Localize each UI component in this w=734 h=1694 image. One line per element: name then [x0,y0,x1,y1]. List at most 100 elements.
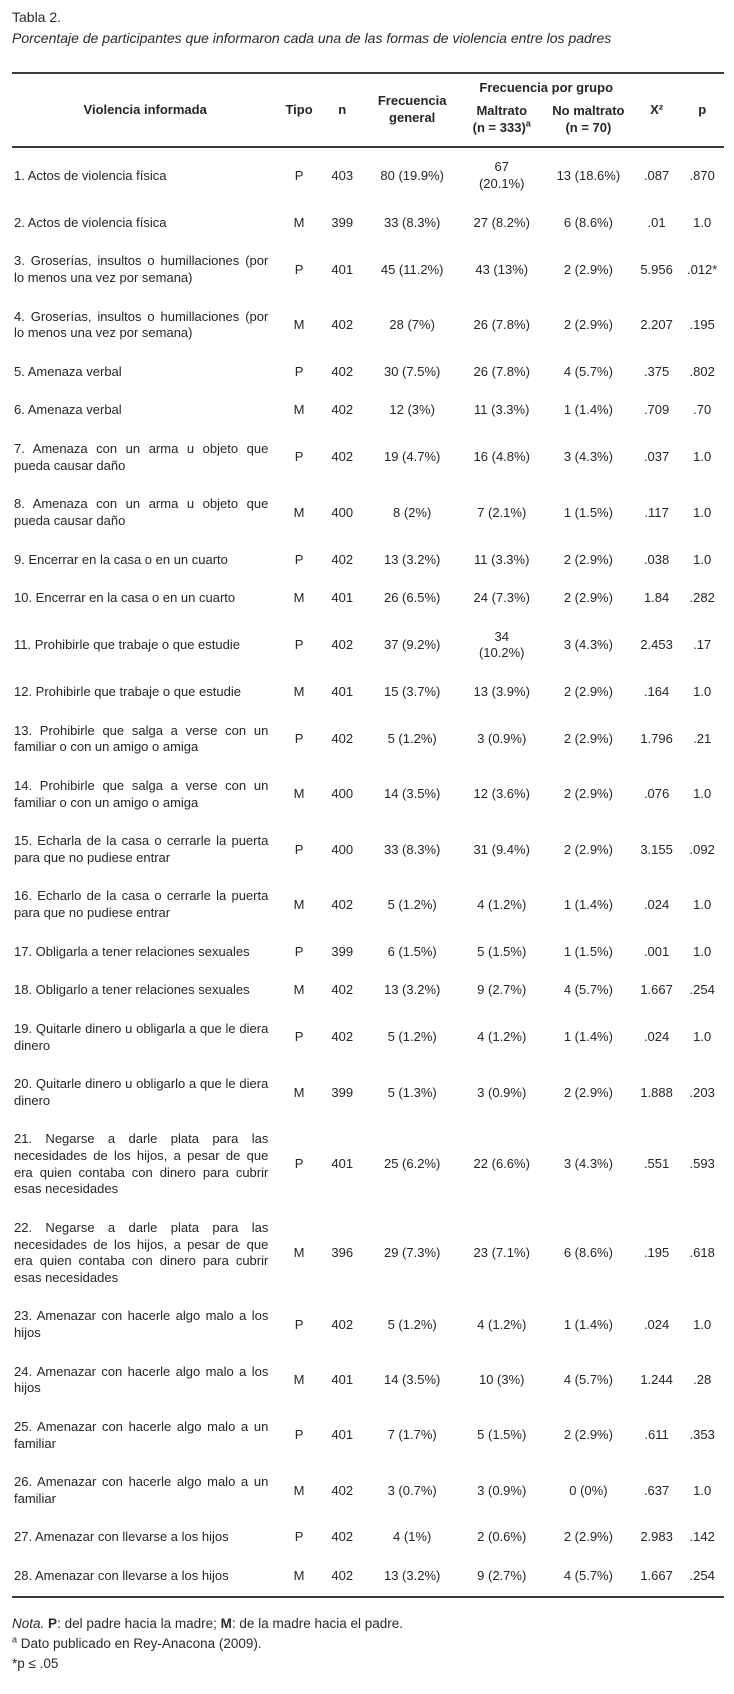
n-value: 402 [331,316,354,332]
table-row: 14. Prohibirle que salga a verse con un … [12,767,724,822]
p-value: .618 [689,1244,715,1260]
note-p-text: : del padre hacia la madre; [57,1615,221,1631]
n-value: 396 [331,1244,354,1260]
no-maltrato-value: 2 (2.9%) [563,1427,613,1443]
no-maltrato-value: 4 (5.7%) [563,982,613,998]
no-maltrato-value: 6 (8.6%) [563,214,613,230]
maltrato-value: 16 (4.8%) [473,449,530,465]
table-row: 8. Amenaza con un arma u objeto que pued… [12,485,724,540]
table-row: 21. Negarse a darle plata para las neces… [12,1120,724,1209]
tipo-value: P [294,449,304,465]
header-no-maltrato-line1: No maltrato [552,102,625,118]
no-maltrato-value: 1 (1.4%) [563,1316,613,1332]
p-value: .195 [689,316,715,332]
p-value: .254 [689,1568,715,1584]
frecuencia-general-value: 15 (3.7%) [383,684,441,700]
maltrato-value: 13 (3.9%) [473,684,530,700]
no-maltrato-value: 2 (2.9%) [563,261,613,277]
frecuencia-general-value: 13 (3.2%) [383,1568,441,1584]
no-maltrato-value: 6 (8.6%) [563,1244,613,1260]
x2-value: 5.956 [640,261,673,277]
maltrato-value: 24 (7.3%) [473,590,530,606]
violence-item-label: 12. Prohibirle que trabaje o que estudie [14,684,241,700]
tipo-value: P [294,731,304,747]
no-maltrato-value: 1 (1.5%) [563,504,613,520]
table-row: 24. Amenazar con hacerle algo malo a los… [12,1353,724,1408]
n-value: 402 [331,1482,354,1498]
table-row: 9. Encerrar en la casa o en un cuarto P … [12,541,724,580]
violence-item-label: 27. Amenazar con llevarse a los hijos [14,1529,229,1545]
n-value: 402 [331,896,354,912]
x2-value: 1.796 [640,731,673,747]
violence-item-label: 26. Amenazar con hacerle algo malo a un … [14,1474,269,1506]
violence-item-label: 4. Groserías, insultos o humillaciones (… [14,308,269,341]
maltrato-value: 26 (7.8%) [473,316,530,332]
maltrato-value: 3 (0.9%) [477,1084,527,1100]
header-x2: X² [650,101,664,117]
x2-value: 3.155 [640,841,673,857]
n-value: 402 [331,1529,354,1545]
table-row: 27. Amenazar con llevarse a los hijos P … [12,1518,724,1557]
frecuencia-general-value: 26 (6.5%) [383,590,441,606]
maltrato-value: 9 (2.7%) [477,1568,527,1584]
violence-item-label: 5. Amenaza verbal [14,363,122,379]
no-maltrato-value: 1 (1.4%) [563,896,613,912]
p-value: .203 [689,1084,715,1100]
x2-value: .611 [644,1427,669,1443]
violence-item-label: 15. Echarla de la casa o cerrarle la pue… [14,833,269,865]
table-row: 1. Actos de violencia física P 403 80 (1… [12,147,724,203]
p-value: 1.0 [693,449,712,465]
x2-value: .024 [643,1316,670,1332]
tipo-value: M [293,1084,305,1100]
n-value: 402 [331,551,354,567]
frecuencia-general-value: 28 (7%) [389,316,435,332]
note-abbreviations: Nota. P: del padre hacia la madre; M: de… [12,1614,724,1634]
frecuencia-general-value: 5 (1.3%) [387,1084,437,1100]
p-value: 1.0 [693,551,712,567]
header-p: p [698,101,707,117]
p-value: 1.0 [693,684,712,700]
maltrato-value: 23 (7.1%) [473,1244,530,1260]
no-maltrato-value: 2 (2.9%) [563,1084,613,1100]
table-label: Tabla 2. [12,9,62,25]
x2-value: 2.207 [640,316,673,332]
tipo-value: P [294,1427,304,1443]
tipo-value: M [293,1568,305,1584]
table-row: 10. Encerrar en la casa o en un cuarto M… [12,579,724,618]
frecuencia-general-value: 33 (8.3%) [383,214,441,230]
n-value: 401 [331,261,354,277]
maltrato-value: 11 (3.3%) [474,551,530,567]
frecuencia-general-value: 33 (8.3%) [383,841,441,857]
n-value: 399 [331,214,354,230]
x2-value: .024 [643,896,670,912]
n-value: 403 [331,167,354,183]
frecuencia-general-value: 5 (1.2%) [387,731,437,747]
table-row: 2. Actos de violencia física M 399 33 (8… [12,204,724,243]
p-value: .353 [689,1427,715,1443]
no-maltrato-value: 0 (0%) [569,1482,608,1498]
no-maltrato-value: 1 (1.4%) [563,1029,613,1045]
violence-item-label: 3. Groserías, insultos o humillaciones (… [14,253,269,285]
frecuencia-general-value: 14 (3.5%) [383,1372,441,1388]
n-value: 399 [331,943,354,959]
p-value: .092 [689,841,715,857]
table-row: 23. Amenazar con hacerle algo malo a los… [12,1297,724,1352]
p-value: .254 [689,982,715,998]
maltrato-value: 3 (0.9%) [477,731,527,747]
tipo-value: M [293,982,305,998]
table-row: 16. Echarlo de la casa o cerrarle la pue… [12,877,724,932]
n-value: 401 [331,1372,354,1388]
n-value: 402 [331,982,354,998]
p-value: 1.0 [693,786,712,802]
no-maltrato-value: 2 (2.9%) [563,316,613,332]
maltrato-value: 11 (3.3%) [474,402,530,418]
frecuencia-general-value: 80 (19.9%) [380,167,444,183]
n-value: 402 [331,402,354,418]
violence-item-label: 17. Obligarla a tener relaciones sexuale… [14,943,250,959]
table-row: 28. Amenazar con llevarse a los hijos M … [12,1557,724,1597]
table-row: 5. Amenaza verbal P 402 30 (7.5%) 26 (7.… [12,353,724,392]
maltrato-value: 4 (1.2%) [477,1029,527,1045]
note-footnote-a: a Dato publicado en Rey-Anacona (2009). [12,1634,724,1654]
maltrato-value: 4 (1.2%) [477,1316,527,1332]
